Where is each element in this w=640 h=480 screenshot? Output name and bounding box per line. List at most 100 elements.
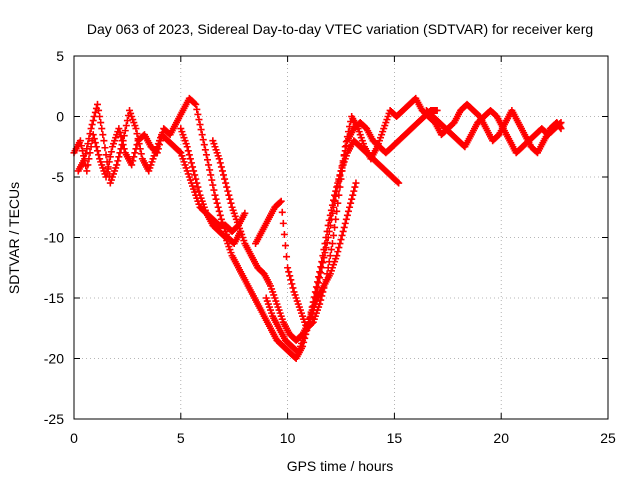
y-tick-label: 5 bbox=[56, 48, 64, 64]
data-point-interp bbox=[344, 128, 352, 136]
data-point-interp bbox=[106, 153, 114, 161]
series-pass-c bbox=[177, 125, 403, 362]
data-point-interp bbox=[308, 319, 316, 327]
data-point-interp bbox=[223, 183, 231, 191]
y-tick-label: -20 bbox=[44, 351, 64, 367]
data-point bbox=[89, 131, 97, 139]
data-point-interp bbox=[136, 145, 144, 153]
data-point-interp bbox=[332, 192, 340, 200]
data-point bbox=[192, 100, 200, 108]
data-point-interp bbox=[340, 151, 348, 159]
data-point-interp bbox=[314, 278, 322, 286]
data-point-interp bbox=[315, 279, 323, 287]
data-point bbox=[333, 252, 341, 260]
data-point-interp bbox=[120, 132, 128, 140]
series-pass-f bbox=[262, 106, 565, 356]
y-axis-label: SDTVAR / TECUs bbox=[6, 182, 22, 294]
data-point bbox=[198, 131, 206, 139]
x-tick-label: 0 bbox=[70, 430, 78, 446]
data-point-interp bbox=[319, 259, 327, 267]
data-point-interp bbox=[195, 187, 203, 195]
data-point-interp bbox=[332, 215, 340, 223]
data-point bbox=[339, 227, 347, 235]
data-point-interp bbox=[221, 232, 229, 240]
data-point bbox=[284, 264, 292, 272]
data-point bbox=[335, 191, 343, 199]
data-point bbox=[324, 234, 332, 241]
data-point-interp bbox=[86, 149, 94, 157]
data-point-interp bbox=[196, 121, 204, 129]
data-point-interp bbox=[115, 153, 123, 161]
data-point-interp bbox=[92, 143, 100, 151]
data-point-interp bbox=[315, 273, 323, 281]
data-point-interp bbox=[207, 171, 215, 179]
data-point-interp bbox=[213, 199, 221, 207]
data-point-interp bbox=[225, 191, 233, 199]
data-point-interp bbox=[193, 105, 201, 113]
data-point bbox=[318, 264, 326, 272]
x-tick-label: 20 bbox=[493, 430, 509, 446]
data-point-interp bbox=[281, 242, 289, 250]
data-point-interp bbox=[129, 157, 137, 165]
x-tick-label: 10 bbox=[280, 430, 296, 446]
data-point bbox=[328, 240, 336, 248]
data-point-interp bbox=[191, 99, 199, 107]
data-point-interp bbox=[334, 248, 342, 256]
data-point-interp bbox=[347, 199, 355, 207]
data-point-interp bbox=[101, 144, 109, 152]
data-point-interp bbox=[214, 203, 222, 211]
data-point-interp bbox=[330, 203, 338, 211]
data-point-interp bbox=[88, 121, 96, 129]
data-point-interp bbox=[348, 195, 356, 203]
data-point-interp bbox=[327, 246, 335, 254]
data-point bbox=[557, 119, 565, 127]
data-point-interp bbox=[184, 147, 192, 155]
data-point-interp bbox=[186, 155, 194, 163]
data-point bbox=[277, 197, 285, 205]
data-point-interp bbox=[337, 236, 345, 244]
data-point-interp bbox=[102, 151, 110, 159]
data-point bbox=[128, 161, 136, 169]
data-point-interp bbox=[351, 183, 359, 191]
data-point-interp bbox=[194, 183, 202, 191]
data-point-interp bbox=[288, 280, 296, 288]
data-point-interp bbox=[335, 244, 343, 252]
series-pass-d bbox=[209, 106, 441, 344]
data-point-interp bbox=[135, 140, 143, 148]
data-point-interp bbox=[336, 183, 344, 191]
data-point bbox=[93, 100, 101, 108]
data-point-interp bbox=[344, 207, 352, 215]
data-point bbox=[395, 179, 403, 187]
data-point bbox=[341, 143, 349, 151]
data-point-interp bbox=[99, 131, 107, 139]
data-point-interp bbox=[317, 269, 325, 277]
data-point-interp bbox=[342, 138, 350, 146]
data-point bbox=[215, 155, 223, 163]
data-point-interp bbox=[96, 113, 104, 120]
data-point-interp bbox=[77, 142, 85, 150]
data-point-interp bbox=[195, 116, 203, 124]
x-tick-label: 25 bbox=[600, 430, 616, 446]
y-tick-label: -25 bbox=[44, 411, 64, 427]
data-point-interp bbox=[283, 253, 291, 261]
data-point-interp bbox=[208, 176, 216, 184]
data-point-interp bbox=[224, 187, 232, 195]
data-point bbox=[76, 137, 84, 145]
data-point-interp bbox=[337, 175, 345, 183]
data-point-interp bbox=[325, 227, 333, 235]
data-point bbox=[318, 258, 326, 266]
data-point-interp bbox=[123, 117, 131, 125]
x-axis-label: GPS time / hours bbox=[287, 458, 394, 474]
data-point-interp bbox=[95, 106, 103, 114]
data-point-interp bbox=[130, 153, 138, 161]
x-tick-label: 5 bbox=[177, 430, 185, 446]
data-point-interp bbox=[185, 151, 193, 159]
data-point-interp bbox=[336, 240, 344, 248]
data-point-interp bbox=[316, 274, 324, 282]
data-point-interp bbox=[280, 230, 288, 238]
data-point-interp bbox=[287, 276, 295, 284]
x-tick-label: 15 bbox=[387, 430, 403, 446]
data-point-interp bbox=[197, 126, 205, 134]
data-point bbox=[102, 173, 110, 181]
data-point-interp bbox=[199, 136, 207, 144]
